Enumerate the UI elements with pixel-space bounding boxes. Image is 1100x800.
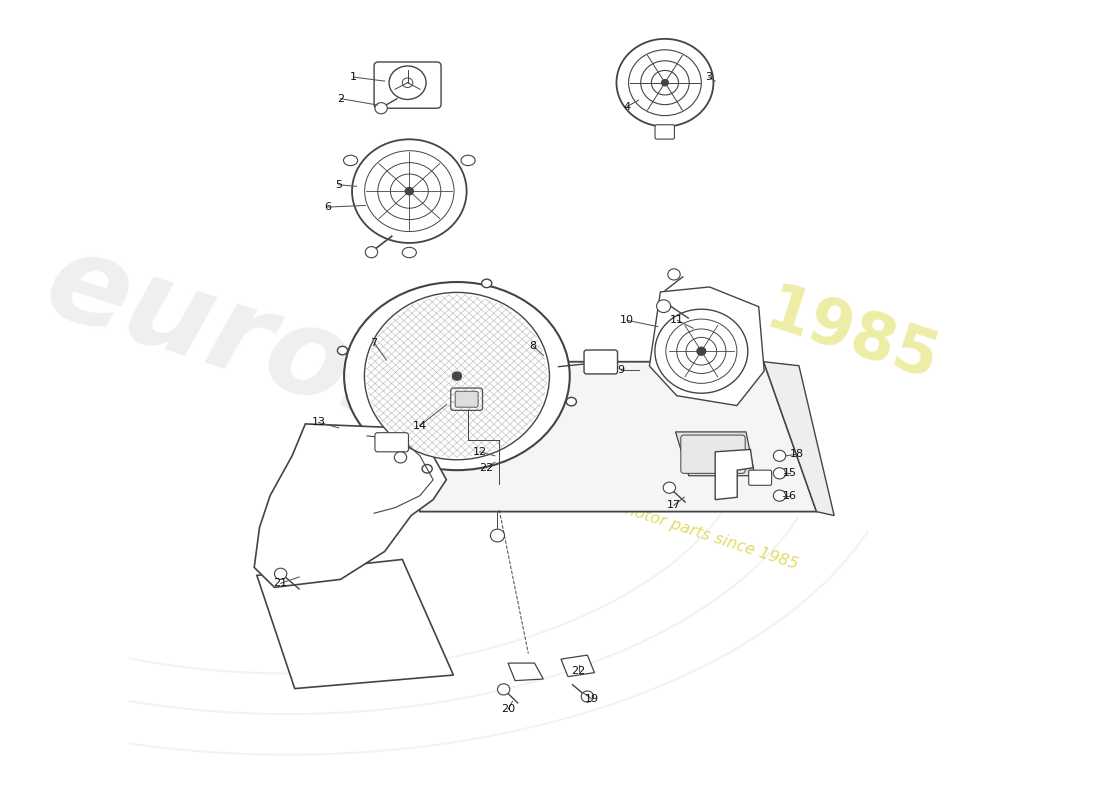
Circle shape (390, 174, 428, 208)
Circle shape (773, 468, 785, 479)
Text: 3: 3 (705, 72, 713, 82)
Circle shape (365, 246, 377, 258)
Text: 6: 6 (323, 202, 331, 212)
Ellipse shape (403, 247, 417, 258)
Text: 22: 22 (478, 462, 493, 473)
Circle shape (389, 66, 426, 99)
Circle shape (364, 293, 549, 460)
Circle shape (405, 187, 414, 194)
Circle shape (628, 50, 702, 115)
Circle shape (773, 490, 785, 502)
FancyBboxPatch shape (375, 433, 408, 452)
Circle shape (497, 684, 509, 695)
Text: a passion for motor parts since 1985: a passion for motor parts since 1985 (516, 467, 801, 572)
Circle shape (275, 568, 287, 579)
Text: 1985: 1985 (758, 279, 946, 393)
Text: 12: 12 (473, 447, 487, 457)
Circle shape (377, 162, 441, 220)
Circle shape (663, 482, 675, 494)
Circle shape (403, 78, 412, 87)
Circle shape (654, 309, 748, 394)
Text: 2: 2 (337, 94, 344, 104)
Circle shape (666, 319, 737, 383)
Text: 19: 19 (585, 694, 598, 704)
Text: 13: 13 (311, 418, 326, 427)
Text: 9: 9 (617, 365, 625, 374)
Text: 5: 5 (336, 180, 342, 190)
Circle shape (640, 61, 690, 105)
Ellipse shape (338, 346, 348, 354)
Ellipse shape (566, 398, 576, 406)
Text: 7: 7 (371, 338, 377, 347)
Polygon shape (403, 362, 816, 512)
Circle shape (452, 372, 461, 380)
FancyBboxPatch shape (681, 435, 745, 474)
Ellipse shape (482, 279, 492, 288)
Text: eurosores: eurosores (31, 222, 720, 546)
Text: 21: 21 (274, 578, 288, 588)
Text: 1: 1 (350, 72, 358, 82)
Ellipse shape (422, 465, 432, 473)
Text: 11: 11 (670, 315, 684, 326)
Circle shape (676, 329, 726, 374)
Circle shape (668, 269, 680, 280)
Ellipse shape (461, 155, 475, 166)
Circle shape (697, 347, 706, 355)
Circle shape (394, 452, 407, 463)
Polygon shape (675, 432, 755, 476)
Circle shape (491, 529, 505, 542)
Polygon shape (649, 287, 764, 406)
FancyBboxPatch shape (654, 125, 674, 139)
Polygon shape (715, 450, 754, 500)
Circle shape (581, 691, 594, 702)
Circle shape (364, 150, 454, 231)
Circle shape (651, 70, 679, 95)
Ellipse shape (343, 155, 358, 166)
Circle shape (661, 80, 669, 86)
Circle shape (657, 300, 671, 313)
Circle shape (773, 450, 785, 462)
Circle shape (375, 102, 387, 114)
Polygon shape (763, 362, 834, 515)
Polygon shape (254, 424, 447, 587)
Text: 10: 10 (620, 315, 634, 326)
Text: 8: 8 (529, 341, 537, 350)
FancyBboxPatch shape (749, 470, 771, 486)
Text: 15: 15 (783, 468, 798, 478)
Text: 16: 16 (783, 490, 798, 501)
Text: 14: 14 (412, 421, 427, 430)
Ellipse shape (344, 282, 570, 470)
FancyBboxPatch shape (374, 62, 441, 108)
Polygon shape (508, 663, 543, 681)
FancyBboxPatch shape (451, 388, 483, 410)
Text: 4: 4 (624, 102, 630, 112)
Circle shape (616, 39, 714, 126)
Circle shape (686, 338, 717, 365)
Text: 17: 17 (667, 500, 681, 510)
Text: 18: 18 (790, 450, 804, 459)
Text: 22: 22 (571, 666, 585, 676)
Polygon shape (561, 655, 594, 677)
FancyBboxPatch shape (584, 350, 617, 374)
Circle shape (352, 139, 466, 243)
Text: 20: 20 (500, 704, 515, 714)
Polygon shape (256, 559, 453, 689)
FancyBboxPatch shape (455, 391, 478, 407)
